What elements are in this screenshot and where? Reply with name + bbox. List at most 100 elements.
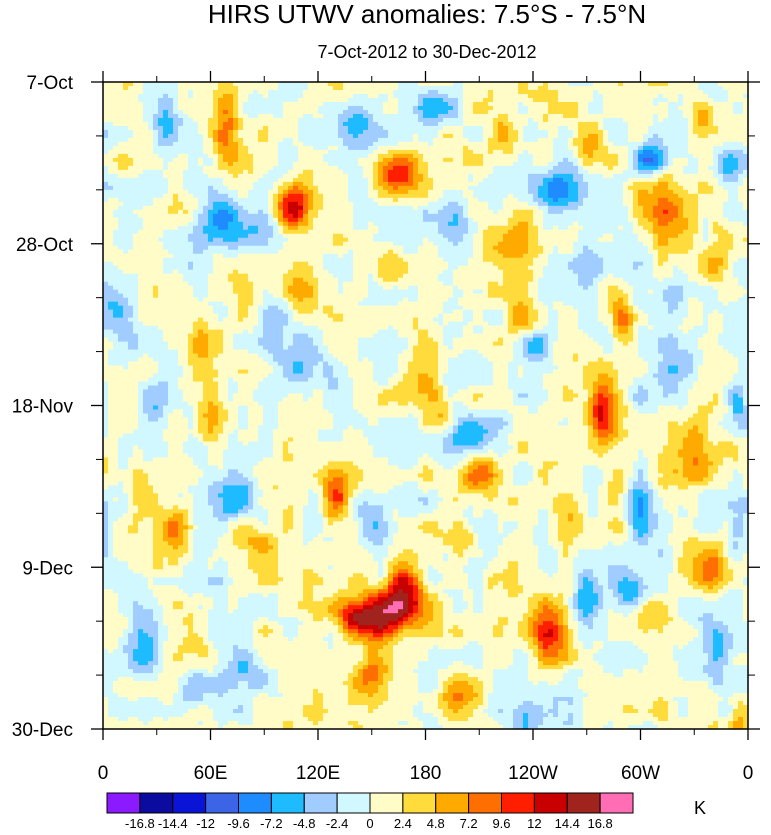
heatmap-cell xyxy=(678,93,684,99)
heatmap-cell xyxy=(373,173,379,179)
heatmap-cell xyxy=(113,237,134,243)
heatmap-cell xyxy=(698,113,709,119)
heatmap-cell xyxy=(203,433,219,439)
heatmap-cell xyxy=(193,241,269,247)
heatmap-cell xyxy=(438,581,469,586)
heatmap-cell xyxy=(333,601,349,606)
heatmap-cell xyxy=(153,117,159,123)
heatmap-cell xyxy=(463,565,489,570)
heatmap-cell xyxy=(658,117,664,123)
heatmap-cell xyxy=(468,405,529,411)
heatmap-cell xyxy=(658,457,684,463)
heatmap-cell xyxy=(668,157,674,163)
heatmap-cell xyxy=(483,513,499,518)
heatmap-cell xyxy=(378,521,389,526)
heatmap-cell xyxy=(178,529,184,534)
heatmap-cell xyxy=(413,597,419,602)
heatmap-cell xyxy=(548,509,554,514)
heatmap-cell xyxy=(273,357,324,363)
heatmap-cell xyxy=(298,601,334,606)
heatmap-cell xyxy=(633,509,639,514)
heatmap-cell xyxy=(503,233,529,239)
heatmap-cell xyxy=(378,121,424,127)
heatmap-cell xyxy=(383,253,399,259)
heatmap-cell xyxy=(508,421,514,427)
heatmap-cell xyxy=(323,157,359,163)
heatmap-cell xyxy=(538,293,599,299)
heatmap-cell xyxy=(573,305,599,311)
heatmap-cell xyxy=(118,445,134,451)
heatmap-cell xyxy=(448,385,469,391)
heatmap-cell xyxy=(583,409,589,415)
heatmap-cell xyxy=(728,381,749,387)
heatmap-cell xyxy=(238,85,279,91)
heatmap-cell xyxy=(348,177,369,183)
heatmap-cell xyxy=(563,113,579,119)
heatmap-cell xyxy=(648,585,669,590)
heatmap-cell xyxy=(463,401,514,407)
heatmap-cell xyxy=(393,601,404,606)
heatmap-cell xyxy=(358,513,384,518)
heatmap-cell xyxy=(623,277,659,283)
heatmap-cell xyxy=(618,585,639,590)
heatmap-cell xyxy=(538,189,549,195)
heatmap-cell xyxy=(138,445,169,451)
heatmap-cell xyxy=(443,125,464,131)
heatmap-cell xyxy=(433,533,474,538)
heatmap-cell xyxy=(503,537,534,542)
heatmap-cell xyxy=(623,297,629,303)
heatmap-cell xyxy=(583,473,604,478)
heatmap-cell xyxy=(628,537,634,542)
heatmap-cell xyxy=(278,82,309,87)
heatmap-cell xyxy=(418,457,434,463)
heatmap-cell xyxy=(403,613,409,618)
heatmap-cell xyxy=(168,189,189,195)
heatmap-cell xyxy=(228,529,234,534)
heatmap-cell xyxy=(373,553,389,558)
heatmap-cell xyxy=(318,429,344,435)
heatmap-cell xyxy=(343,493,349,498)
heatmap-cell xyxy=(673,469,679,474)
heatmap-cell xyxy=(688,133,699,139)
heatmap-cell xyxy=(528,341,544,347)
heatmap-cell xyxy=(408,597,414,602)
heatmap-cell xyxy=(623,541,639,546)
heatmap-cell xyxy=(163,557,169,562)
heatmap-cell xyxy=(623,529,629,534)
heatmap-cell xyxy=(183,541,189,546)
heatmap-cell xyxy=(113,533,154,538)
heatmap-cell xyxy=(208,193,229,199)
heatmap-cell xyxy=(158,289,194,295)
heatmap-cell xyxy=(513,149,524,155)
heatmap-cell xyxy=(688,433,704,439)
heatmap-cell xyxy=(458,217,469,223)
heatmap-cell xyxy=(303,209,309,215)
heatmap-cell xyxy=(643,385,664,391)
heatmap-cell xyxy=(353,273,369,279)
heatmap-cell xyxy=(263,377,289,383)
heatmap-cell xyxy=(528,393,549,399)
heatmap-cell xyxy=(198,409,209,415)
heatmap-cell xyxy=(458,109,464,115)
heatmap-cell xyxy=(578,237,599,243)
heatmap-cell xyxy=(238,253,324,259)
heatmap-cell xyxy=(533,465,544,470)
heatmap-cell xyxy=(538,121,579,127)
heatmap-cell xyxy=(408,165,414,171)
heatmap-cell xyxy=(388,565,394,570)
heatmap-cell xyxy=(258,353,274,359)
heatmap-cell xyxy=(323,497,329,502)
heatmap-cell xyxy=(548,597,564,602)
heatmap-cell xyxy=(693,565,704,570)
heatmap-cell xyxy=(208,417,219,423)
heatmap-cell xyxy=(703,445,739,451)
heatmap-cell xyxy=(288,301,294,307)
heatmap-cell xyxy=(403,373,419,379)
heatmap-cell xyxy=(618,317,629,323)
heatmap-cell xyxy=(103,525,109,530)
heatmap-cell xyxy=(268,205,274,211)
heatmap-cell xyxy=(628,209,634,215)
heatmap-cell xyxy=(218,437,229,443)
heatmap-cell xyxy=(488,141,514,147)
heatmap-cell xyxy=(333,425,349,431)
